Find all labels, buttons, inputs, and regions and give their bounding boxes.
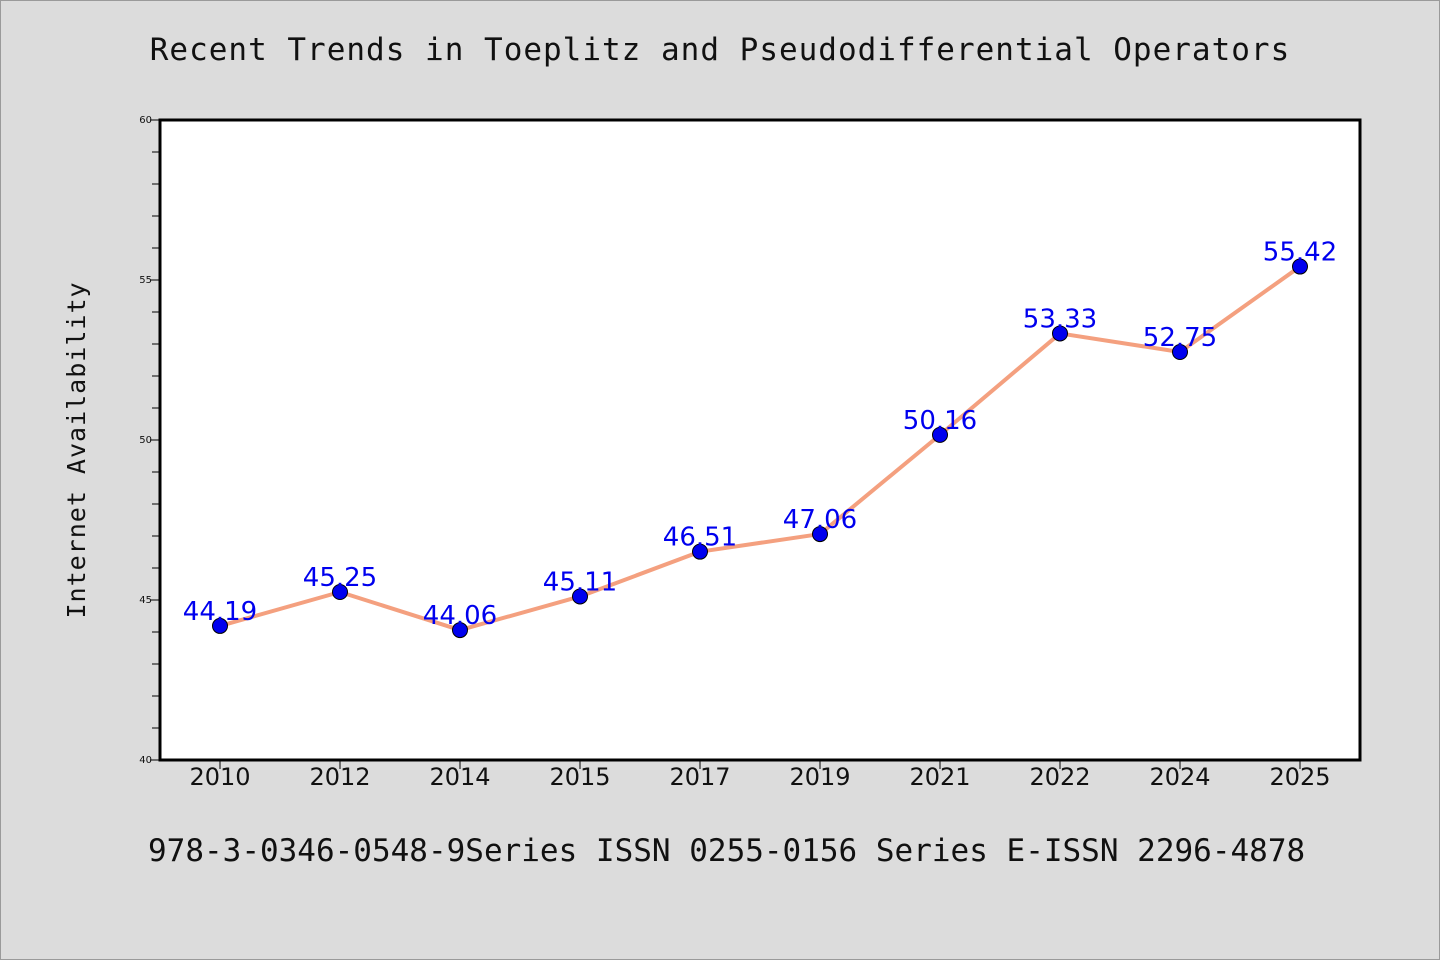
- data-point: [1052, 325, 1068, 342]
- data-labels: 44.19 45.25 44.06 45.11 46.51 47.06 50.16 53.33…: [183, 238, 1337, 632]
- data-point: [452, 622, 468, 639]
- x-tick-label: 2021: [909, 763, 970, 791]
- y-tick-label: 40: [139, 755, 152, 766]
- y-tick-label: 50: [139, 435, 152, 446]
- y-tick-label: 60: [139, 115, 152, 126]
- x-tick-label: 2019: [789, 763, 850, 791]
- y-axis: 40 45 50 55 60: [139, 115, 160, 766]
- data-point: [212, 617, 228, 634]
- x-tick-label: 2012: [309, 763, 370, 791]
- data-label: 46.51: [663, 523, 737, 553]
- x-tick-label: 2015: [549, 763, 610, 791]
- y-tick-label: 45: [139, 595, 152, 606]
- data-label: 47.06: [783, 505, 857, 535]
- y-tick-label: 55: [139, 275, 152, 286]
- data-label: 44.19: [183, 597, 257, 627]
- data-point: [1172, 344, 1188, 360]
- x-axis: 2010 2012 2014 2015 2017 2019 2021 2022 2024 2025: [189, 760, 1331, 791]
- x-tick-label: 2022: [1029, 763, 1090, 791]
- plot-area: [158, 118, 1362, 762]
- data-markers: [212, 258, 1308, 639]
- x-tick-label: 2014: [429, 763, 490, 791]
- x-tick-label: 2010: [189, 763, 250, 791]
- x-tick-label: 2024: [1149, 763, 1210, 791]
- x-tick-label: 2025: [1269, 763, 1330, 791]
- data-point: [932, 426, 948, 443]
- data-point: [572, 588, 588, 605]
- y-axis-label: Internet Availability: [62, 281, 91, 618]
- data-label: 55.42: [1263, 238, 1337, 268]
- data-label: 52.75: [1143, 323, 1217, 353]
- data-label: 50.16: [903, 406, 977, 436]
- data-label: 45.25: [303, 563, 377, 593]
- footer-text: 978-3-0346-0548-9Series ISSN 0255-0156 S…: [148, 833, 1306, 869]
- x-tick-label: 2017: [669, 763, 730, 791]
- data-point: [812, 526, 828, 543]
- chart-title: Recent Trends in Toeplitz and Pseudodiff…: [149, 32, 1291, 68]
- data-point: [332, 584, 348, 600]
- data-point: [692, 543, 708, 560]
- series-line: [218, 264, 1302, 633]
- data-point: [1292, 258, 1308, 275]
- data-label: 53.33: [1023, 304, 1097, 334]
- data-label: 44.06: [423, 601, 497, 631]
- data-label: 45.11: [543, 567, 617, 597]
